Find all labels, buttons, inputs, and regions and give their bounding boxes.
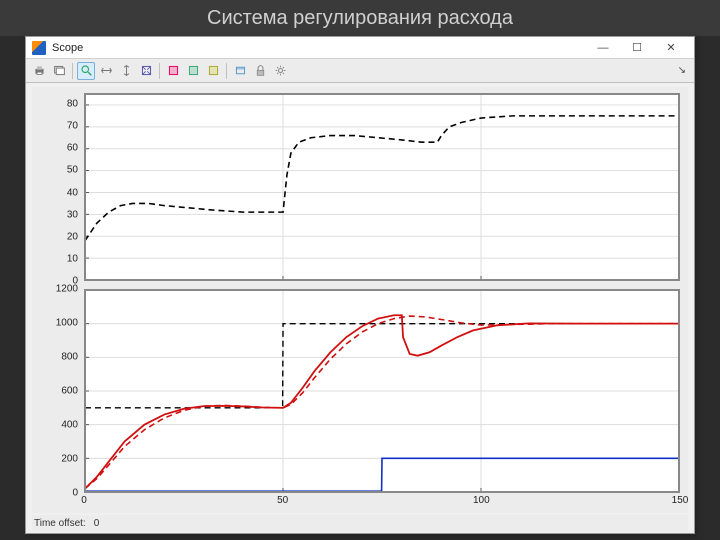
xtick-label: 150 <box>672 495 689 506</box>
toolbar-sep <box>72 63 73 79</box>
zoom-icon[interactable] <box>77 62 95 80</box>
maximize-button[interactable]: ☐ <box>620 38 654 58</box>
highlight-icon[interactable] <box>204 62 222 80</box>
series-disturbance <box>85 458 679 491</box>
autoscale-icon[interactable] <box>137 62 155 80</box>
time-offset-label: Time offset: <box>34 518 86 529</box>
ytick-label: 1200 <box>56 284 78 295</box>
series-setpoint <box>85 324 679 408</box>
plot-area: 01020304050607080 020040060080010001200 … <box>32 87 688 513</box>
ytick-label: 30 <box>67 209 78 220</box>
toolbar-sep <box>226 63 227 79</box>
float-icon[interactable] <box>231 62 249 80</box>
series-valve-position <box>85 116 679 241</box>
print-icon[interactable] <box>30 62 48 80</box>
ytick-label: 40 <box>67 187 78 198</box>
axes-bottom[interactable] <box>84 289 680 493</box>
slide-title-bar: Система регулирования расхода <box>0 0 720 36</box>
xtick-label: 50 <box>277 495 288 506</box>
ytick-label: 600 <box>61 386 78 397</box>
zoom-x-icon[interactable] <box>97 62 115 80</box>
xtick-label: 100 <box>473 495 490 506</box>
ytick-label: 400 <box>61 420 78 431</box>
restore-icon[interactable] <box>184 62 202 80</box>
save-icon[interactable] <box>164 62 182 80</box>
x-axis-labels: 050100150 <box>84 495 680 509</box>
slide-title: Система регулирования расхода <box>207 7 513 30</box>
ytick-label: 50 <box>67 165 78 176</box>
ytick-label: 60 <box>67 143 78 154</box>
toolbar-dock-icon[interactable]: ↘ <box>678 65 690 76</box>
ytick-label: 0 <box>72 488 78 499</box>
zoom-y-icon[interactable] <box>117 62 135 80</box>
ytick-label: 80 <box>67 99 78 110</box>
gear-icon[interactable] <box>271 62 289 80</box>
xtick-label: 0 <box>81 495 87 506</box>
ytick-label: 800 <box>61 352 78 363</box>
status-bar: Time offset: 0 <box>32 515 688 531</box>
y-axis-labels-top: 01020304050607080 <box>32 93 82 281</box>
params-icon[interactable] <box>50 62 68 80</box>
minimize-button[interactable]: — <box>586 38 620 58</box>
toolbar: ↘ <box>26 59 694 83</box>
ytick-label: 1000 <box>56 318 78 329</box>
ytick-label: 70 <box>67 121 78 132</box>
matlab-icon <box>32 41 46 55</box>
axes-top[interactable] <box>84 93 680 281</box>
y-axis-labels-bottom: 020040060080010001200 <box>32 289 82 493</box>
ytick-label: 200 <box>61 454 78 465</box>
ytick-label: 10 <box>67 253 78 264</box>
ytick-label: 20 <box>67 231 78 242</box>
window-titlebar: Scope — ☐ ✕ <box>26 37 694 59</box>
time-offset-value: 0 <box>94 518 100 529</box>
scope-window: Scope — ☐ ✕ ↘ 0 10 20 30 40 50 60 70 80 0 200 400 6… <box>25 36 695 534</box>
toolbar-sep <box>159 63 160 79</box>
close-button[interactable]: ✕ <box>654 38 688 58</box>
lock-icon[interactable] <box>251 62 269 80</box>
window-title: Scope <box>52 42 586 54</box>
